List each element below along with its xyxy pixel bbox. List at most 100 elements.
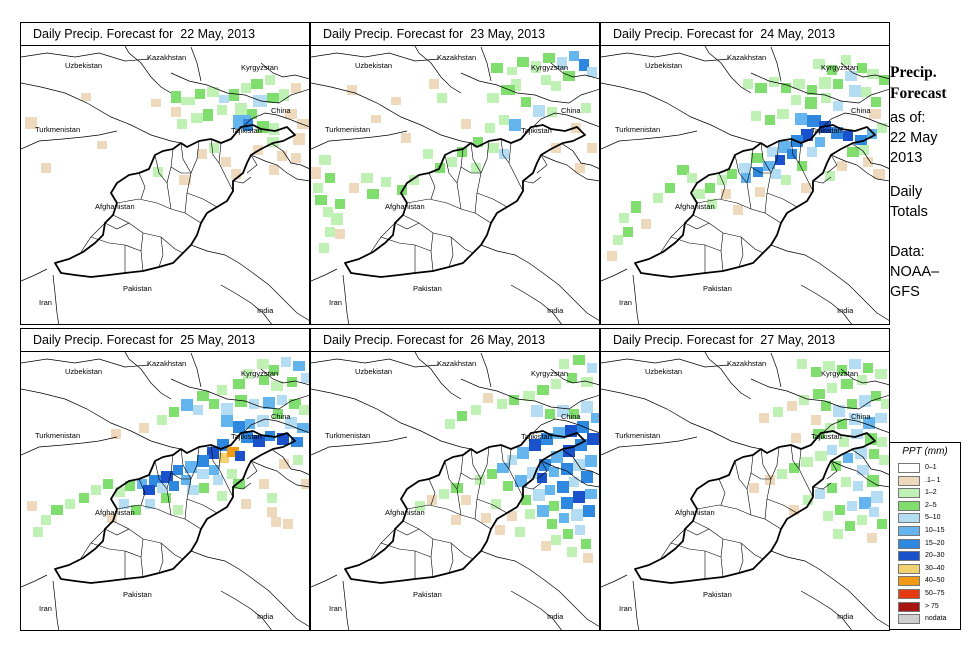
province-border	[826, 154, 838, 174]
province-border	[448, 542, 454, 574]
province-border	[232, 482, 252, 490]
precip-cell	[207, 447, 219, 459]
precip-cell	[613, 235, 623, 245]
precip-cell	[859, 145, 869, 155]
precip-cell	[401, 133, 411, 143]
precip-cell	[855, 447, 867, 459]
country-border	[52, 580, 60, 630]
precip-cell	[549, 467, 559, 477]
precip-cell	[187, 485, 199, 495]
forecast-panel-23-may: Daily Precip. Forecast for 23 May, 2013 …	[310, 22, 600, 325]
precip-cell	[801, 183, 811, 193]
precip-cell	[755, 83, 767, 93]
precip-cell	[739, 163, 751, 173]
country-label-china: China	[851, 106, 871, 115]
precip-cell	[429, 79, 439, 89]
province-border	[166, 148, 174, 210]
precip-cell	[707, 199, 717, 209]
precip-cell	[831, 127, 843, 139]
precip-cell	[251, 79, 263, 89]
precip-cell	[507, 511, 517, 521]
precip-cell	[371, 115, 381, 123]
legend-label: 40–50	[925, 577, 945, 585]
forecast-panel-22-may: Daily Precip. Forecast for 22 May, 2013 …	[20, 22, 310, 325]
afghanistan-border	[634, 124, 876, 278]
province-border	[170, 166, 191, 174]
province-border	[692, 214, 764, 254]
precip-cell	[197, 455, 209, 467]
precip-cell	[249, 399, 259, 409]
precip-cell	[501, 85, 515, 95]
precip-cell	[587, 67, 597, 77]
precip-cell	[803, 495, 813, 505]
country-label-pakistan: Pakistan	[123, 284, 152, 293]
precip-cell	[869, 507, 879, 517]
precip-cell	[863, 157, 873, 167]
country-label-turkmenistan: Turkmenistan	[325, 125, 370, 134]
country-border	[550, 62, 599, 80]
precip-cell	[587, 433, 599, 445]
precip-cell	[151, 99, 161, 107]
province-border	[746, 454, 754, 516]
country-border	[800, 284, 852, 324]
legend-swatch	[898, 551, 920, 562]
legend-item: 5–10	[898, 513, 958, 524]
precip-cell	[107, 513, 117, 523]
precip-cell	[857, 63, 867, 73]
precip-cell	[115, 487, 125, 497]
precip-map: Uzbekistan Kazakhstan Kyrgyzstan China Tajik…	[21, 329, 309, 630]
precip-cell	[607, 251, 617, 261]
country-label-china: China	[561, 412, 581, 421]
precip-cell	[771, 169, 781, 179]
precip-cell	[335, 199, 345, 209]
province-border	[536, 154, 548, 174]
precip-cell	[207, 87, 219, 97]
legend-label: nodata	[925, 615, 947, 623]
precip-cell	[843, 131, 853, 141]
legend-item: 50–75	[898, 589, 958, 600]
legend-item: 20–30	[898, 551, 958, 562]
precip-cell	[297, 423, 309, 433]
precip-cell	[847, 147, 859, 157]
afghanistan-border	[54, 430, 296, 584]
province-border	[430, 538, 434, 578]
precip-cell	[523, 391, 535, 401]
precip-cell	[567, 373, 577, 383]
precip-cell	[581, 103, 591, 113]
precip-cell	[391, 97, 401, 105]
country-label-kyrgyzstan: Kyrgyzstan	[821, 63, 858, 72]
precip-cell	[461, 119, 471, 129]
province-border	[692, 520, 764, 560]
precip-cell	[833, 405, 845, 417]
forecast-panel-26-may: Daily Precip. Forecast for 26 May, 2013 …	[310, 328, 600, 631]
precip-cell	[843, 453, 853, 463]
precip-cell	[221, 403, 233, 415]
province-border	[746, 148, 754, 210]
legend-label: 10–15	[925, 527, 945, 534]
legend-label: 15–20	[925, 539, 945, 547]
province-border	[476, 498, 508, 514]
precip-cell	[789, 463, 799, 473]
precip-cell	[499, 149, 509, 159]
precip-cell	[293, 361, 305, 371]
precip-cell	[139, 423, 149, 433]
province-border	[766, 498, 798, 514]
country-label-turkmenistan: Turkmenistan	[35, 125, 80, 134]
country-border	[601, 358, 730, 368]
precip-cell	[653, 193, 663, 203]
precip-cell	[473, 137, 483, 147]
province-border	[166, 454, 174, 516]
precip-cell	[807, 115, 821, 127]
precip-cell	[727, 169, 737, 179]
precip-cell	[181, 475, 191, 485]
precip-cell	[879, 455, 889, 465]
precip-cell	[733, 205, 743, 215]
precip-cell	[241, 431, 253, 443]
precip-cell	[125, 481, 135, 491]
precip-cell	[91, 485, 101, 495]
precip-cell	[233, 421, 245, 433]
precip-cell	[231, 169, 241, 179]
precip-cell	[867, 129, 877, 139]
province-border	[470, 448, 482, 480]
country-border	[190, 46, 202, 82]
